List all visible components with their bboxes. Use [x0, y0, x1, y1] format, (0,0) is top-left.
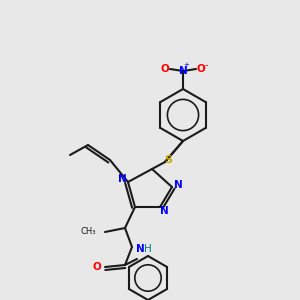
Text: N: N: [118, 174, 126, 184]
Text: O: O: [196, 64, 206, 74]
Text: -: -: [204, 60, 208, 70]
Text: CH₃: CH₃: [80, 227, 96, 236]
Text: H: H: [144, 244, 152, 254]
Text: N: N: [136, 244, 144, 254]
Text: +: +: [183, 62, 189, 68]
Text: O: O: [160, 64, 169, 74]
Text: N: N: [178, 66, 188, 76]
Text: S: S: [164, 155, 172, 165]
Text: N: N: [160, 206, 168, 216]
Text: N: N: [174, 180, 182, 190]
Text: O: O: [93, 262, 101, 272]
